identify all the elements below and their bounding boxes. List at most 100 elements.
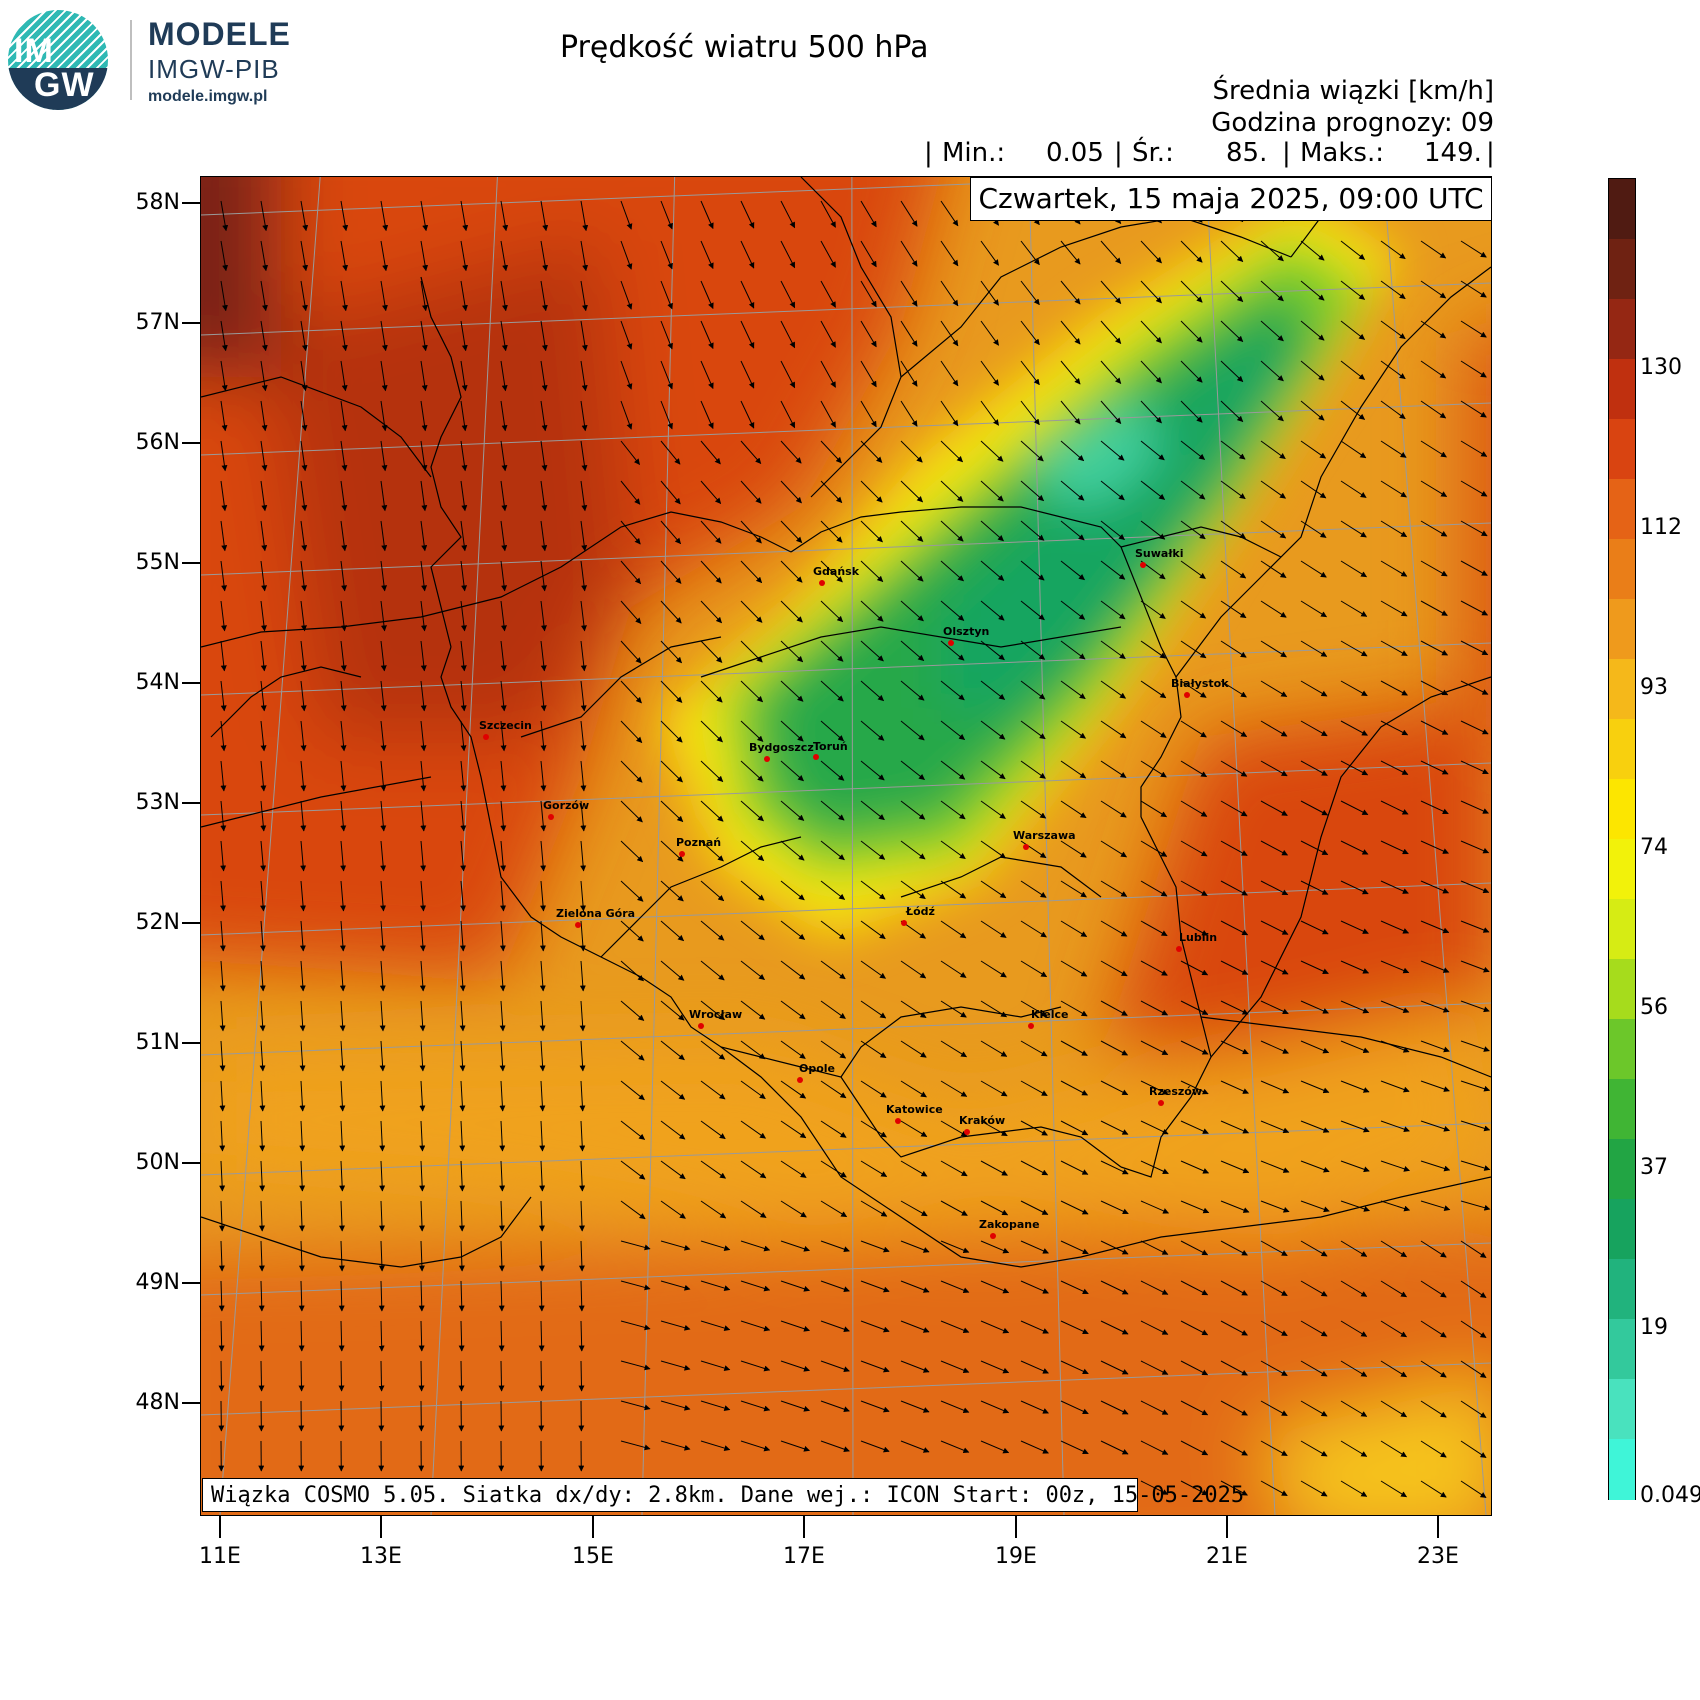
- wind-arrow: [298, 1360, 305, 1392]
- wind-arrow: [900, 720, 925, 741]
- wind-arrow: [940, 360, 959, 387]
- wind-arrow: [340, 840, 347, 872]
- wind-arrow: [620, 680, 642, 704]
- colorbar-segment: [1609, 299, 1635, 360]
- wind-arrow: [780, 1000, 806, 1020]
- wind-arrow: [980, 1160, 1008, 1176]
- wind-arrow: [500, 400, 508, 432]
- wind-arrow: [1380, 280, 1406, 300]
- wind-arrow: [1020, 920, 1047, 938]
- wind-arrow: [780, 480, 802, 504]
- graticule-parallel: [201, 882, 1491, 936]
- wind-arrow: [740, 320, 755, 349]
- graticule-parallel: [201, 177, 1157, 216]
- city-suwalki: Suwałki: [1135, 547, 1184, 568]
- wind-arrow: [260, 840, 267, 872]
- wind-arrow: [260, 400, 268, 432]
- wind-arrow: [940, 920, 967, 939]
- wind-arrow: [380, 440, 388, 472]
- wind-arrow: [1140, 320, 1162, 344]
- wind-arrow: [660, 1280, 691, 1291]
- wind-arrow: [260, 880, 267, 912]
- wind-arrow: [1260, 440, 1286, 460]
- wind-arrow: [379, 960, 386, 992]
- wind-arrow: [980, 640, 1005, 661]
- wind-arrow: [1220, 1120, 1250, 1134]
- stats-min-value: 0.05: [1046, 138, 1104, 168]
- city-lublin: Lublin: [1176, 931, 1217, 952]
- wind-arrow: [660, 880, 684, 902]
- wind-arrow: [740, 880, 765, 901]
- wind-arrow: [1300, 360, 1325, 381]
- wind-arrow: [780, 320, 796, 349]
- wind-arrow: [500, 440, 508, 472]
- svg-text:Poznań: Poznań: [676, 836, 721, 849]
- lat-label-56n: 56N: [135, 430, 180, 455]
- wind-arrow: [780, 1200, 807, 1218]
- wind-arrow: [980, 1320, 1010, 1334]
- wind-arrow: [1060, 1000, 1088, 1017]
- wind-arrow: [1380, 400, 1406, 420]
- wind-arrow: [700, 1000, 725, 1021]
- wind-arrow: [1420, 720, 1449, 735]
- wind-arrow: [539, 1000, 546, 1032]
- lon-label-17e: 17E: [783, 1544, 825, 1569]
- wind-arrow: [940, 480, 964, 502]
- wind-arrow: [660, 1440, 691, 1451]
- wind-arrow: [700, 280, 714, 310]
- wind-arrow: [1020, 600, 1045, 621]
- wind-arrow: [1300, 640, 1328, 657]
- wind-arrow: [220, 520, 228, 552]
- wind-arrow: [498, 1280, 505, 1312]
- svg-text:Olsztyn: Olsztyn: [943, 625, 989, 638]
- wind-arrow: [700, 560, 722, 584]
- wind-arrow: [620, 1200, 646, 1220]
- wind-arrow: [1460, 1240, 1487, 1259]
- wind-arrow: [700, 920, 725, 941]
- wind-arrow: [460, 520, 468, 552]
- wind-arrow: [860, 1080, 887, 1098]
- wind-arrow: [1460, 1000, 1490, 1013]
- wind-arrow: [700, 1040, 726, 1060]
- wind-arrow: [780, 920, 806, 940]
- wind-arrow: [940, 1280, 970, 1294]
- wind-arrow: [338, 1240, 345, 1272]
- svg-text:Kielce: Kielce: [1031, 1008, 1069, 1021]
- wind-arrow: [1140, 920, 1168, 937]
- wind-arrow: [220, 800, 227, 832]
- svg-text:Katowice: Katowice: [886, 1103, 943, 1116]
- wind-arrow: [1220, 1080, 1249, 1094]
- wind-arrow: [459, 920, 466, 952]
- wind-arrow: [1420, 920, 1450, 934]
- wind-arrow: [460, 360, 468, 392]
- wind-arrow: [820, 320, 836, 348]
- wind-arrow: [820, 400, 836, 428]
- wind-arrow: [1020, 840, 1047, 859]
- wind-arrow: [300, 320, 308, 352]
- wind-arrow: [860, 1280, 890, 1293]
- city-zielona-gora: Zielona Góra: [556, 907, 635, 928]
- wind-arrow: [900, 1360, 930, 1373]
- wind-arrow: [1460, 440, 1488, 457]
- wind-arrow: [860, 1120, 887, 1138]
- wind-arrow: [860, 880, 886, 900]
- wind-arrow: [1220, 480, 1246, 500]
- wind-arrow: [900, 1120, 928, 1138]
- wind-arrow: [220, 200, 229, 232]
- wind-arrow: [1460, 640, 1489, 656]
- wind-arrow: [1380, 960, 1410, 974]
- lat-tick: [182, 1042, 200, 1044]
- wind-arrow: [420, 520, 428, 552]
- wind-arrow: [1420, 560, 1448, 577]
- wind-arrow: [940, 320, 959, 347]
- wind-arrow: [1060, 360, 1081, 385]
- wind-arrow: [700, 1320, 731, 1332]
- wind-arrow: [340, 720, 347, 752]
- wind-arrow: [660, 600, 682, 624]
- wind-arrow: [780, 360, 796, 389]
- wind-arrow: [620, 1000, 645, 1021]
- wind-arrow: [1100, 1040, 1129, 1056]
- wind-arrow: [1220, 560, 1247, 579]
- wind-arrow: [580, 520, 588, 552]
- wind-arrow: [380, 560, 388, 592]
